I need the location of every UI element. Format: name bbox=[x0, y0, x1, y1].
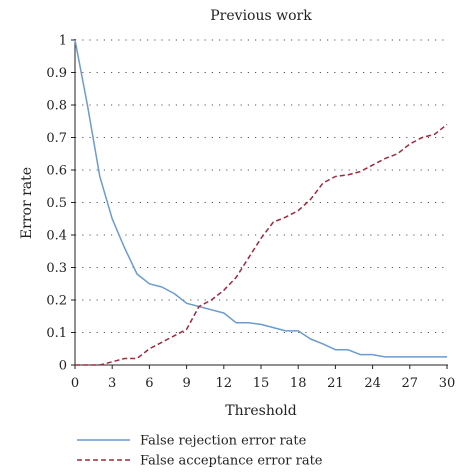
y-tick-label: 0.6 bbox=[46, 164, 67, 179]
x-tick-label: 24 bbox=[364, 376, 381, 391]
chart-title: Previous work bbox=[210, 8, 312, 24]
legend-label: False acceptance error rate bbox=[140, 454, 323, 469]
y-tick-label: 0.8 bbox=[46, 99, 67, 114]
x-tick-label: 21 bbox=[327, 376, 344, 391]
y-tick-label: 1 bbox=[59, 34, 67, 49]
y-ticks: 0 0.1 0.2 0.3 0.4 0.5 0.6 0.7 0.8 0.9 1 bbox=[46, 34, 75, 374]
y-tick-label: 0 bbox=[59, 359, 67, 374]
y-axis-label: Error rate bbox=[19, 167, 35, 239]
x-tick-label: 12 bbox=[216, 376, 233, 391]
x-tick-label: 3 bbox=[108, 376, 116, 391]
y-tick-label: 0.3 bbox=[46, 261, 67, 276]
x-ticks: 0 3 6 9 12 15 18 21 24 27 30 bbox=[71, 365, 455, 391]
x-tick-label: 9 bbox=[182, 376, 190, 391]
x-tick-label: 18 bbox=[290, 376, 307, 391]
x-axis-label: Threshold bbox=[225, 403, 296, 419]
y-tick-label: 0.5 bbox=[46, 196, 67, 211]
grid bbox=[75, 39, 447, 333]
x-tick-label: 27 bbox=[402, 376, 419, 391]
legend: False rejection error rate False acceptan… bbox=[77, 434, 323, 469]
x-tick-label: 6 bbox=[145, 376, 153, 391]
y-tick-label: 0.9 bbox=[46, 66, 67, 81]
x-tick-label: 0 bbox=[71, 376, 79, 391]
series-line-false-rejection bbox=[74, 39, 447, 358]
y-tick-label: 0.7 bbox=[46, 131, 67, 146]
series-line-false-acceptance bbox=[75, 123, 448, 366]
y-tick-label: 0.1 bbox=[46, 326, 67, 341]
y-tick-label: 0.2 bbox=[46, 294, 67, 309]
y-tick-label: 0.4 bbox=[46, 229, 67, 244]
x-tick-label: 30 bbox=[439, 376, 456, 391]
x-tick-label: 15 bbox=[253, 376, 270, 391]
legend-label: False rejection error rate bbox=[140, 434, 307, 449]
series-lines bbox=[74, 39, 448, 366]
